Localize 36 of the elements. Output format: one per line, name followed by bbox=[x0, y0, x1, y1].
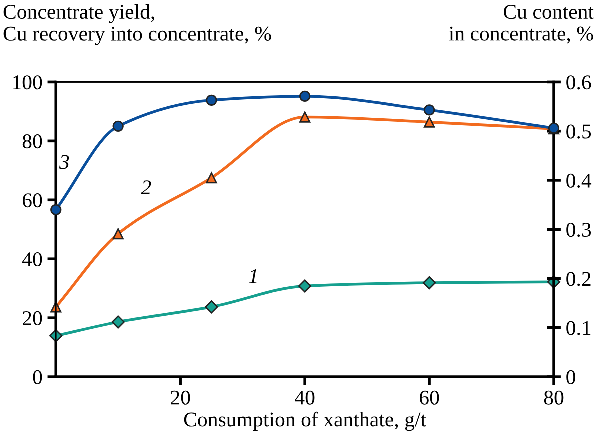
y2-tick-label: 0.3 bbox=[566, 222, 592, 238]
y-tick-label: 60 bbox=[22, 194, 42, 208]
series-label: 2 bbox=[141, 180, 152, 194]
x-tick-label: 40 bbox=[295, 390, 315, 405]
point bbox=[112, 120, 124, 132]
point bbox=[300, 112, 311, 123]
point bbox=[300, 90, 311, 102]
y-tick-label: 40 bbox=[22, 252, 42, 267]
series-label: 1 bbox=[249, 270, 257, 284]
y2-tick-label: 0.4 bbox=[566, 174, 592, 188]
point bbox=[422, 276, 436, 290]
y-tick-label: 100 bbox=[14, 76, 42, 90]
y-axis-title: Concentrate yield, Cu recovery into concentrate, % bbox=[4, 4, 272, 46]
y2-tick-label: 0.5 bbox=[566, 124, 592, 139]
point bbox=[424, 116, 436, 128]
y2-tick-label: 0.1 bbox=[566, 321, 591, 336]
point bbox=[50, 204, 62, 216]
point bbox=[112, 316, 125, 329]
y2-axis-title: Cu content in concentrate, % bbox=[449, 5, 594, 44]
point bbox=[112, 228, 124, 240]
x-tick-label: 60 bbox=[420, 390, 440, 405]
y2-tick-label: 0.2 bbox=[566, 272, 591, 286]
y-tick-label: 80 bbox=[22, 134, 42, 149]
x-tick-label: 80 bbox=[544, 390, 564, 405]
y-tick-label: 0 bbox=[33, 370, 42, 384]
x-axis-title: Consumption of xanthate, g/t bbox=[184, 412, 426, 432]
point bbox=[298, 280, 312, 293]
point bbox=[205, 300, 218, 314]
series-label: 3 bbox=[59, 155, 70, 170]
y2-tick-label: 0 bbox=[566, 370, 576, 384]
y-tick-label: 20 bbox=[23, 311, 42, 326]
point bbox=[206, 94, 218, 106]
x-tick-label: 20 bbox=[171, 390, 190, 405]
y2-tick-label: 0.6 bbox=[566, 76, 592, 90]
point bbox=[424, 104, 436, 116]
point bbox=[206, 172, 218, 184]
